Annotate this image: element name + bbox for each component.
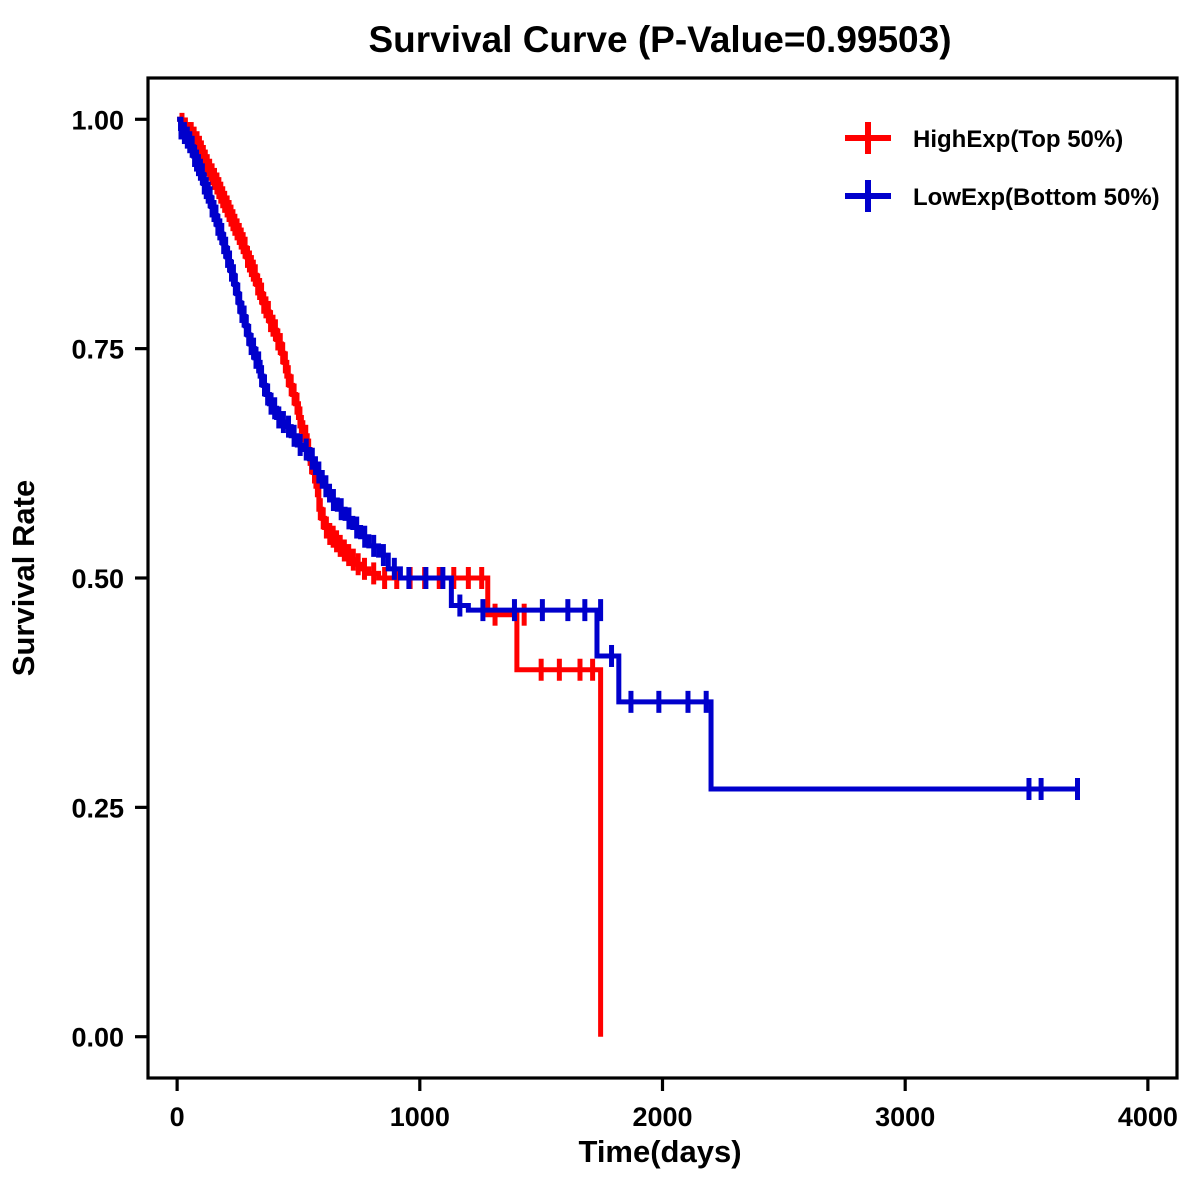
y-tick-label: 0.25 [71,793,124,823]
legend[interactable]: HighExp(Top 50%) LowExp(Bottom 50%) [845,122,1160,212]
censor-marks [178,117,1080,801]
y-tick-label: 0.50 [71,564,124,594]
x-tick-label: 2000 [632,1102,692,1132]
chart-title: Survival Curve (P-Value=0.99503) [368,19,951,60]
x-tick-label: 4000 [1118,1102,1178,1132]
y-axis-label: Survival Rate [6,480,41,676]
legend-item-low-exp[interactable]: LowExp(Bottom 50%) [845,180,1160,212]
series-low-exp [177,116,1080,801]
y-tick-label: 0.75 [71,335,124,365]
legend-label: HighExp(Top 50%) [913,126,1123,153]
x-tick-label: 1000 [390,1102,450,1132]
x-tick-label: 0 [170,1102,185,1132]
legend-label: LowExp(Bottom 50%) [913,184,1160,211]
y-tick-label: 1.00 [71,105,124,135]
legend-item-high-exp[interactable]: HighExp(Top 50%) [845,122,1123,154]
y-axis-ticks: 0.00 0.25 0.50 0.75 1.00 [71,105,148,1053]
x-axis-label: Time(days) [578,1134,741,1169]
survival-curves [177,112,1080,1037]
x-axis-ticks: 0 1000 2000 3000 4000 [170,1078,1178,1132]
x-tick-label: 3000 [875,1102,935,1132]
y-tick-label: 0.00 [71,1023,124,1053]
